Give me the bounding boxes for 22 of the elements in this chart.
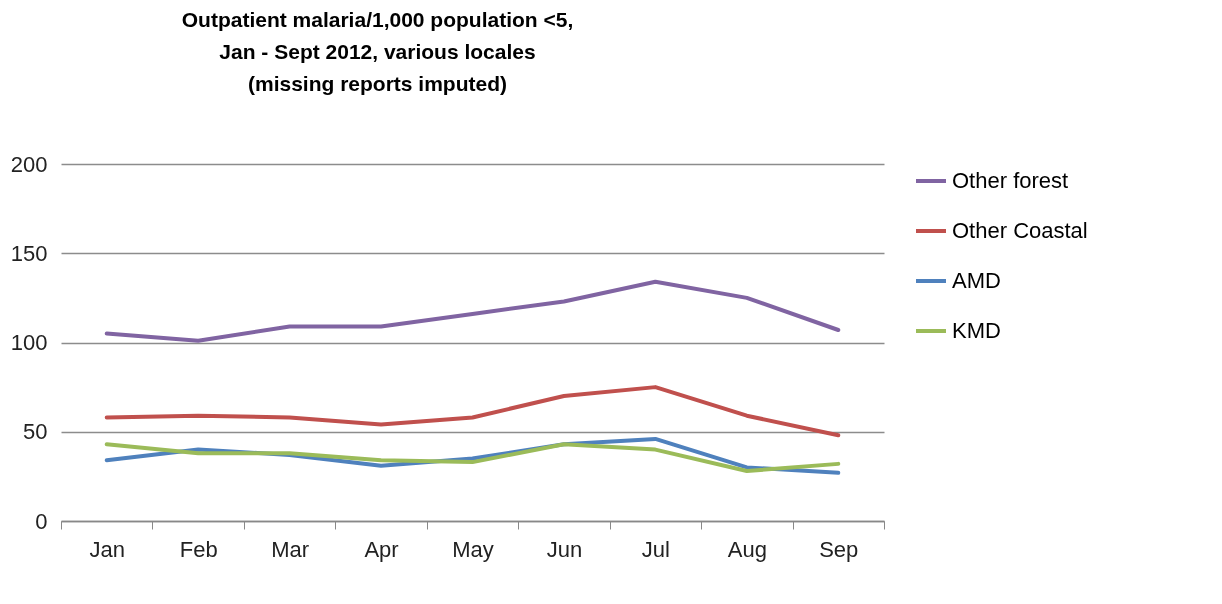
x-tick-label: Apr [364,536,399,562]
x-tick-label: Sep [819,536,859,562]
y-tick-label: 200 [10,151,48,177]
legend-label: Other Coastal [952,218,1088,243]
legend-label: AMD [952,268,1001,293]
x-tick-label: May [452,536,494,562]
line-series [104,385,841,438]
x-tick-label: Jun [546,536,583,562]
y-tick-label: 0 [35,508,48,534]
line-series [104,279,841,343]
y-tick-label: 100 [10,330,48,355]
x-tick-label: Jan [89,536,125,562]
y-tick-label: 150 [10,240,48,266]
line-series [104,442,841,474]
x-tick-label: Jul [641,536,670,562]
y-tick-label: 50 [23,419,48,445]
x-tick-label: Aug [727,536,767,562]
chart-title: Outpatient malaria/1,000 population <5, Jan - Sept 2012, various locales (missing reports imputed) [181,8,574,95]
x-tick-label: Feb [179,536,218,562]
x-tick-label: Mar [271,536,310,562]
legend-label: KMD [952,318,1001,343]
legend-label: Other forest [952,168,1069,193]
